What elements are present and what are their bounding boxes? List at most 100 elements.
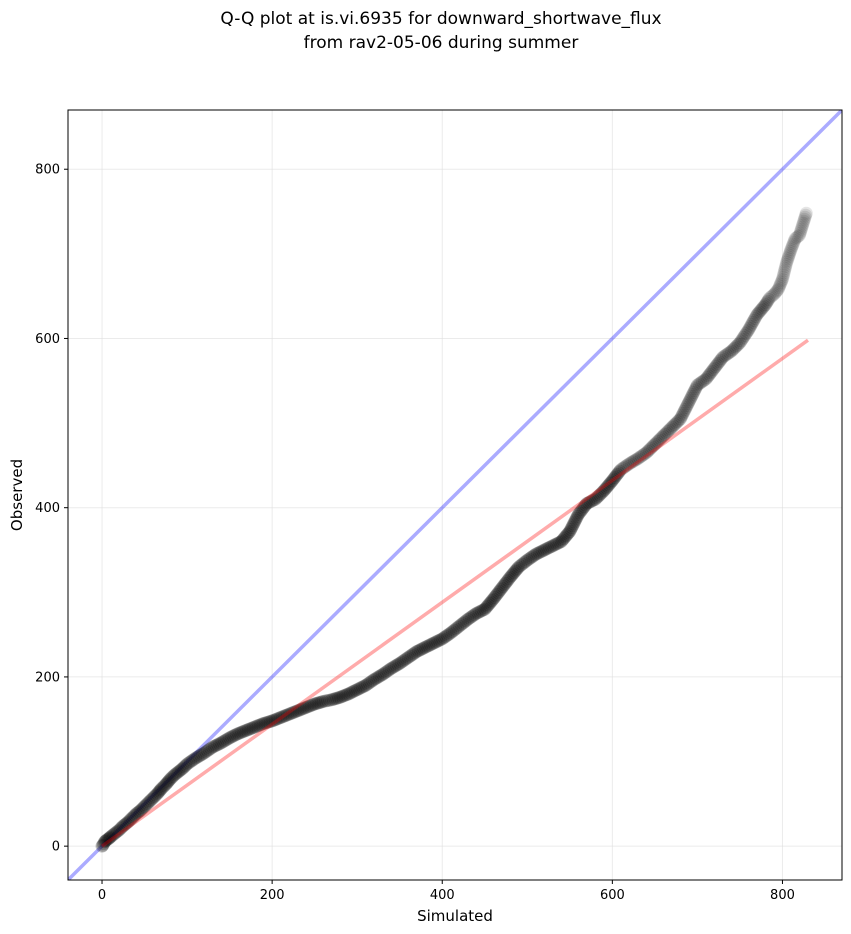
data-point: [607, 472, 621, 486]
data-point: [401, 650, 415, 664]
data-point: [492, 584, 506, 598]
data-point: [701, 369, 715, 383]
data-point: [223, 731, 237, 745]
data-point: [737, 330, 751, 344]
x-tick-label: 0: [98, 888, 106, 903]
data-point: [687, 386, 701, 400]
data-point: [236, 725, 250, 739]
data-point: [564, 523, 578, 537]
data-point: [542, 540, 556, 554]
data-point: [337, 689, 351, 703]
y-tick-label: 200: [35, 670, 60, 685]
data-point: [751, 306, 765, 320]
data-point: [427, 636, 441, 650]
data-point: [583, 495, 597, 509]
data-point: [778, 264, 792, 278]
data-point: [396, 654, 410, 668]
data-point: [512, 560, 526, 574]
data-point: [779, 260, 793, 274]
data-point: [705, 364, 719, 378]
data-point: [275, 710, 289, 724]
data-point: [579, 498, 593, 512]
data-point: [799, 206, 813, 220]
data-point: [241, 723, 255, 737]
data-point: [699, 372, 713, 386]
data-point: [694, 376, 708, 390]
data-point: [296, 702, 310, 716]
data-point: [656, 429, 670, 443]
data-point: [389, 658, 403, 672]
data-point: [98, 835, 112, 849]
data-point: [138, 799, 152, 813]
data-point: [167, 768, 181, 782]
data-point: [255, 717, 269, 731]
data-point: [633, 450, 647, 464]
data-point: [320, 694, 334, 708]
data-point: [309, 696, 323, 710]
data-point: [634, 449, 648, 463]
data-point: [681, 397, 695, 411]
data-point: [362, 676, 376, 690]
data-point: [357, 679, 371, 693]
data-point: [430, 634, 444, 648]
data-point: [449, 622, 463, 636]
data-point: [352, 682, 366, 696]
data-point: [780, 253, 794, 267]
data-point: [485, 594, 499, 608]
data-point: [562, 526, 576, 540]
data-point: [179, 758, 193, 772]
data-point: [267, 713, 281, 727]
data-point: [176, 761, 190, 775]
data-point: [665, 420, 679, 434]
data-point: [770, 284, 784, 298]
data-point: [766, 289, 780, 303]
data-point: [393, 656, 407, 670]
data-point: [374, 668, 388, 682]
data-point: [792, 228, 806, 242]
data-point: [219, 733, 233, 747]
data-point: [160, 776, 174, 790]
data-point: [451, 621, 465, 635]
data-point: [715, 352, 729, 366]
data-point: [478, 602, 492, 616]
data-point: [771, 282, 785, 296]
data-point: [648, 437, 662, 451]
data-point: [423, 638, 437, 652]
data-point: [497, 578, 511, 592]
data-point: [595, 485, 609, 499]
data-point: [503, 570, 517, 584]
data-point: [228, 728, 242, 742]
data-point: [103, 831, 117, 845]
grid: [68, 110, 842, 880]
data-point: [626, 455, 640, 469]
data-point: [775, 272, 789, 286]
data-point: [246, 721, 260, 735]
data-point: [428, 635, 442, 649]
data-point: [713, 353, 727, 367]
data-point: [495, 581, 509, 595]
data-point: [777, 268, 791, 282]
data-point: [602, 478, 616, 492]
data-point: [517, 556, 531, 570]
data-point: [734, 334, 748, 348]
data-point: [403, 649, 417, 663]
data-point: [631, 452, 645, 466]
data-point: [795, 220, 809, 234]
data-point: [617, 460, 631, 474]
data-point: [762, 293, 776, 307]
data-point: [611, 466, 625, 480]
data-point: [532, 546, 546, 560]
data-point: [556, 533, 570, 547]
data-point: [568, 513, 582, 527]
data-point: [123, 813, 137, 827]
data-point: [505, 569, 519, 583]
data-point: [345, 685, 359, 699]
data-point: [146, 791, 160, 805]
data-point: [155, 782, 169, 796]
data-point: [506, 567, 520, 581]
data-point: [151, 785, 165, 799]
data-point: [641, 444, 655, 458]
data-point: [306, 698, 320, 712]
data-point: [703, 367, 717, 381]
data-point: [422, 639, 436, 653]
